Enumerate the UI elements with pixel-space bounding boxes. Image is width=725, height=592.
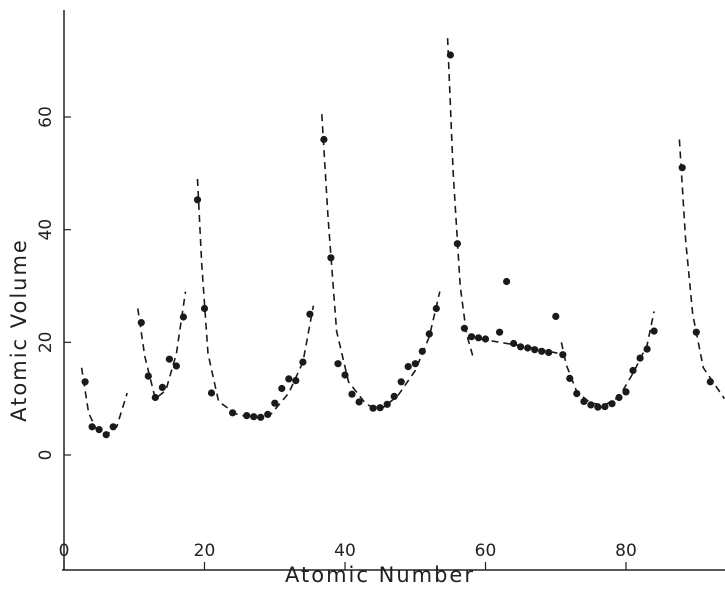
data-point: [636, 354, 644, 362]
data-point: [460, 324, 468, 332]
data-point: [327, 254, 335, 262]
data-point: [207, 389, 216, 397]
data-point: [144, 372, 152, 380]
data-point: [193, 196, 202, 204]
data-point: [243, 412, 251, 420]
x-axis-label: Atomic Number: [285, 563, 475, 587]
data-point: [179, 313, 187, 321]
data-point: [678, 164, 686, 172]
y-tick-label: 40: [36, 219, 56, 241]
data-point: [88, 423, 96, 431]
data-point: [320, 135, 328, 144]
data-point: [158, 383, 166, 391]
trend-segment-8: [678, 139, 725, 400]
data-point: [692, 328, 700, 336]
data-point: [509, 339, 518, 348]
data-point: [81, 378, 89, 386]
data-point: [629, 366, 637, 375]
data-point: [264, 410, 272, 418]
data-point: [355, 398, 363, 406]
trend-segment-5: [446, 38, 474, 357]
x-tick-label: 40: [334, 541, 356, 561]
y-tick-label: 20: [36, 332, 56, 354]
data-point: [622, 388, 630, 396]
data-point: [559, 351, 567, 359]
data-point: [531, 346, 539, 354]
data-point: [517, 343, 525, 351]
data-point: [348, 390, 356, 398]
data-point: [650, 327, 658, 335]
data-point: [608, 400, 616, 408]
data-point: [165, 355, 173, 363]
data-point: [545, 348, 553, 357]
x-tick-label: 80: [615, 541, 637, 561]
data-point: [538, 347, 546, 355]
data-point: [404, 363, 412, 371]
data-point: [292, 377, 300, 385]
data-point: [250, 413, 258, 421]
data-point: [481, 335, 490, 343]
data-point: [446, 51, 454, 59]
trend-lines: [80, 38, 725, 436]
data-point: [474, 334, 483, 342]
data-point: [334, 360, 342, 368]
data-point: [390, 392, 398, 400]
data-point: [376, 404, 384, 412]
data-point: [594, 403, 602, 411]
trend-segment-1: [80, 367, 128, 436]
y-tick-label: 60: [36, 106, 56, 128]
data-point: [95, 426, 103, 434]
data-point: [615, 393, 623, 402]
trend-segment-2: [137, 291, 187, 400]
data-point: [552, 312, 560, 320]
data-point: [453, 240, 461, 248]
data-point: [496, 328, 504, 336]
data-point: [341, 371, 349, 379]
data-point: [200, 304, 209, 313]
data-point: [467, 333, 476, 341]
axes: [62, 10, 725, 571]
data-point: [432, 304, 440, 313]
data-point: [278, 384, 286, 393]
data-point: [580, 397, 588, 406]
x-tick-label: 20: [194, 541, 216, 561]
x-tick-label: 0: [59, 541, 70, 561]
data-point: [425, 330, 433, 338]
data-point: [102, 431, 110, 439]
data-point: [587, 401, 595, 409]
data-point: [643, 345, 651, 353]
data-point: [397, 378, 405, 386]
data-point: [151, 393, 159, 402]
data-point: [524, 344, 532, 352]
data-point: [503, 277, 511, 286]
tick-layer: 0 20 40 60 80 0 20 40 60: [36, 106, 637, 570]
data-point: [257, 413, 265, 421]
data-point: [566, 374, 574, 382]
data-point: [369, 404, 377, 412]
data-point: [299, 358, 307, 366]
data-point: [109, 423, 117, 431]
data-point: [418, 347, 426, 355]
data-point: [285, 375, 293, 383]
data-point: [573, 390, 581, 398]
data-point: [706, 378, 714, 386]
data-point: [383, 400, 391, 408]
y-tick-label: 0: [36, 450, 56, 461]
data-point: [271, 399, 279, 407]
x-tick-label: 60: [475, 541, 497, 561]
data-point: [229, 409, 237, 417]
data-point: [601, 403, 609, 411]
data-points: [81, 51, 714, 439]
data-point: [137, 319, 145, 327]
data-point: [306, 310, 314, 318]
data-point: [411, 360, 419, 368]
data-point: [172, 362, 180, 370]
y-axis-label: Atomic Volume: [7, 238, 31, 422]
